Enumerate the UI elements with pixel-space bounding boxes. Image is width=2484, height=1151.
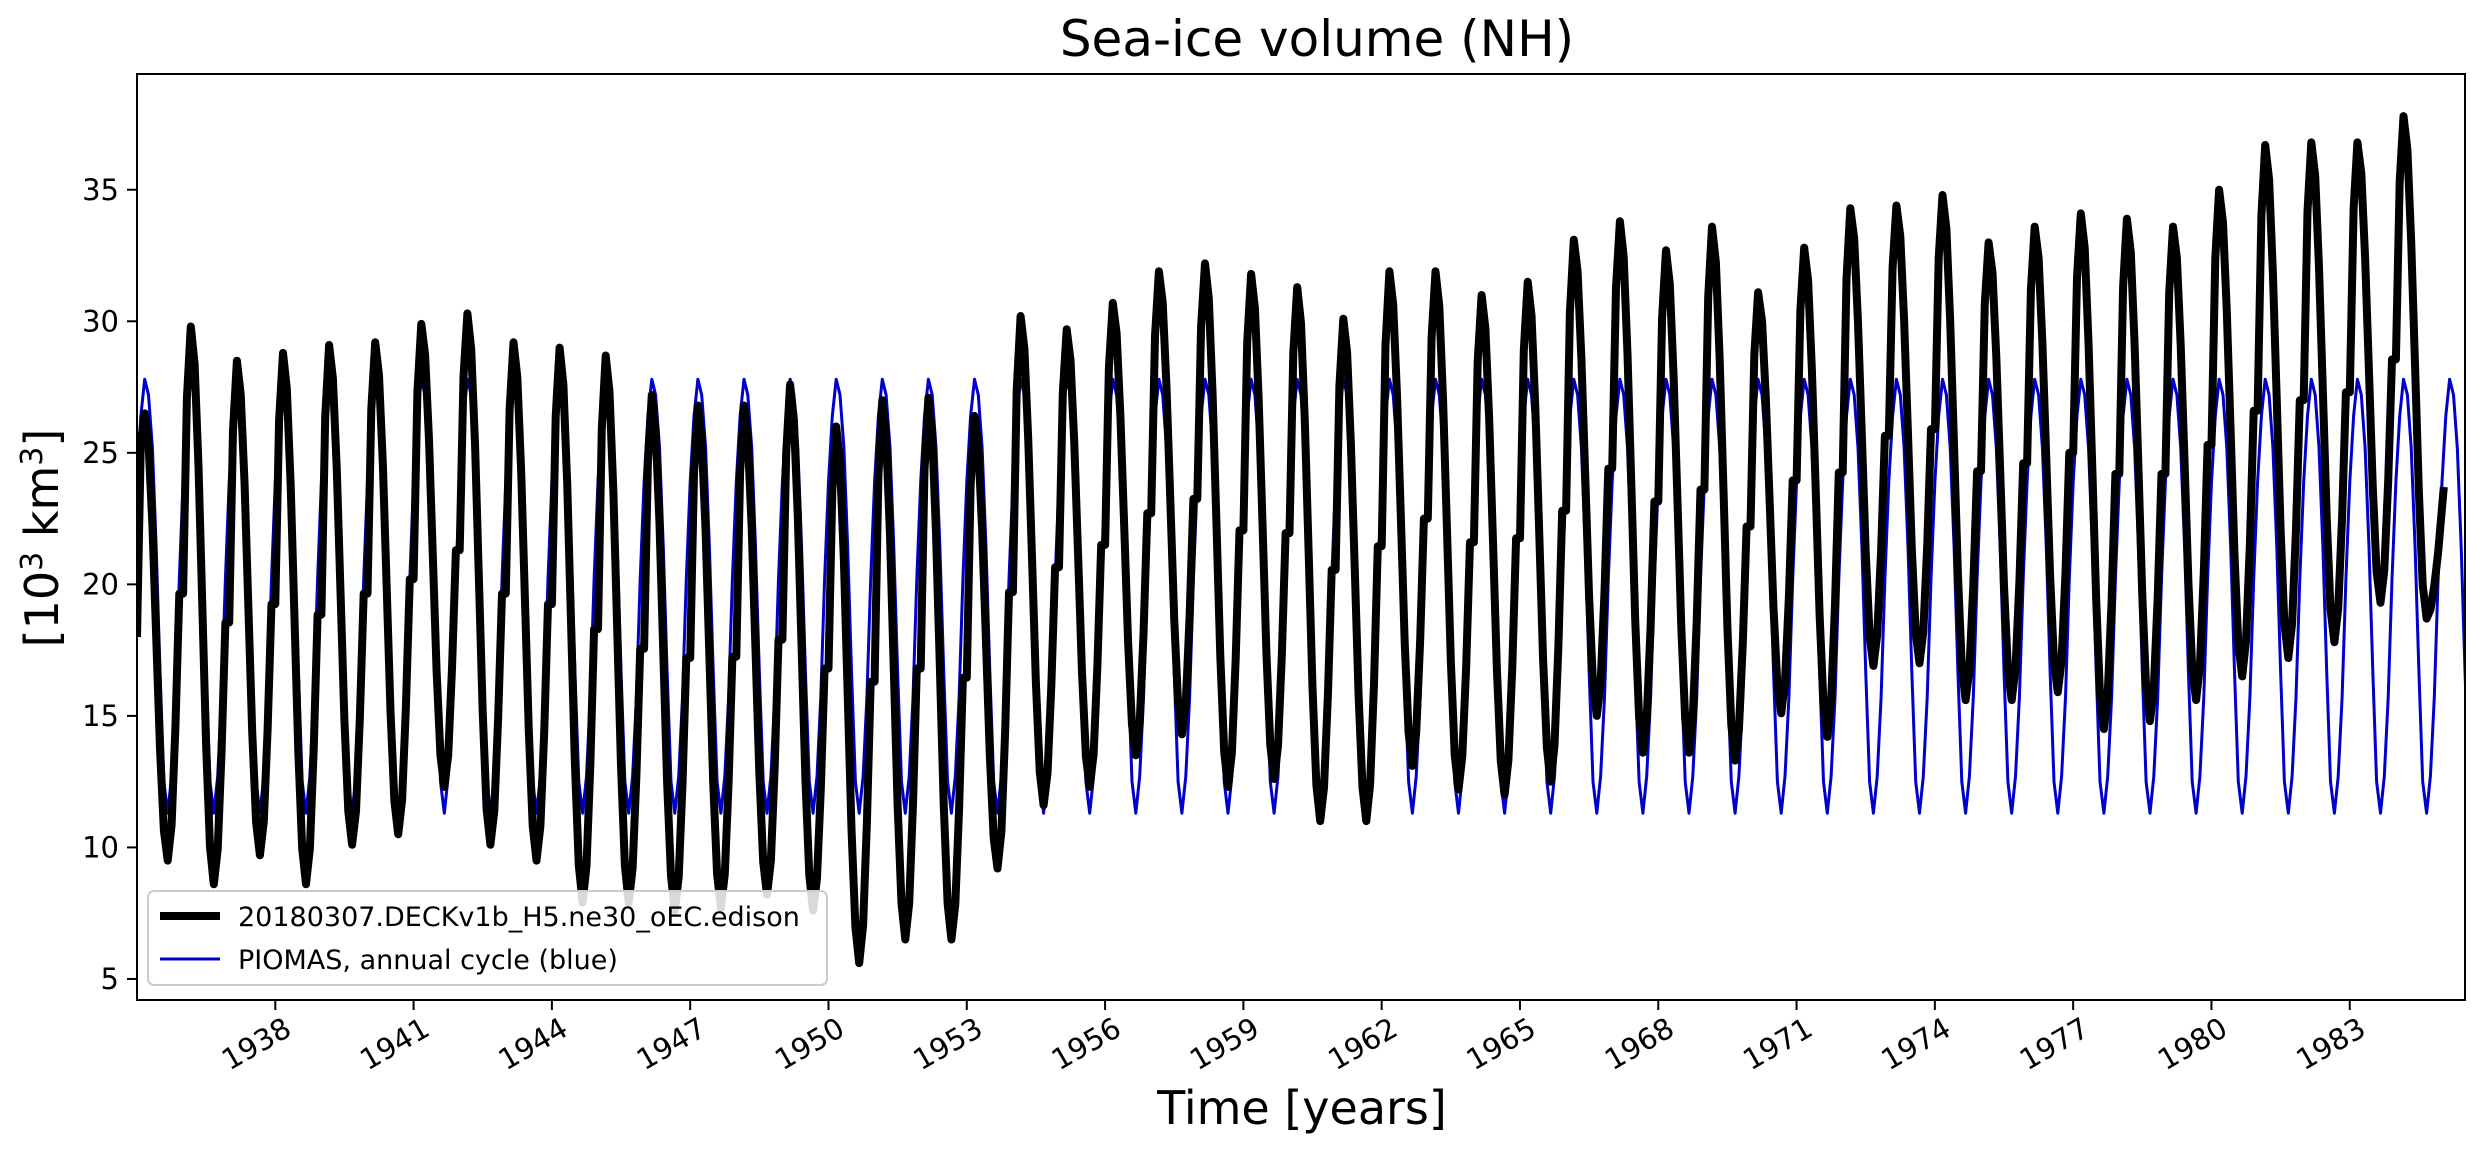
legend: 20180307.DECKv1b_H5.ne30_oEC.edison PIOM…: [147, 890, 828, 986]
y-tick-label: 35: [82, 173, 119, 207]
legend-label-piomas: PIOMAS, annual cycle (blue): [238, 945, 618, 976]
y-tick-label: 10: [82, 830, 119, 864]
plot-frame: [136, 73, 2466, 1001]
legend-label-model: 20180307.DECKv1b_H5.ne30_oEC.edison: [238, 902, 800, 933]
y-tick-label: 25: [82, 436, 119, 470]
x-tick-label: 1941: [354, 1011, 435, 1077]
x-tick-label: 1956: [1046, 1011, 1127, 1077]
y-axis: 5 10 15 20 25 30 35: [82, 173, 137, 996]
x-tick-label: 1971: [1737, 1011, 1818, 1077]
y-axis-label: [103 km3]: [15, 429, 69, 648]
x-tick-label: 1953: [907, 1011, 988, 1077]
plot-area: [136, 73, 2466, 1001]
x-tick-label: 1959: [1184, 1011, 1265, 1077]
x-tick-label: 1944: [492, 1011, 573, 1077]
y-tick-label: 20: [82, 567, 119, 601]
series-model-line: [137, 112, 2448, 968]
legend-box: [147, 890, 828, 986]
chart-title: Sea-ice volume (NH): [1060, 10, 1574, 68]
y-tick-label: 5: [101, 962, 119, 996]
x-tick-label: 1977: [2014, 1011, 2095, 1077]
x-tick-label: 1974: [1875, 1011, 1956, 1077]
x-axis: 1938 1941 1944 1947 1950 1953 1956 1959 1962 1965…: [216, 1000, 2371, 1077]
y-tick-label: 15: [82, 699, 119, 733]
x-tick-label: 1980: [2152, 1011, 2233, 1077]
y-tick-label: 30: [82, 304, 119, 338]
x-tick-label: 1947: [631, 1011, 712, 1077]
x-tick-label: 1962: [1322, 1011, 1403, 1077]
x-tick-label: 1983: [2290, 1011, 2371, 1077]
x-axis-label: Time [years]: [1156, 1081, 1447, 1135]
x-tick-label: 1968: [1599, 1011, 1680, 1077]
x-tick-label: 1965: [1461, 1011, 1542, 1077]
x-tick-label: 1938: [216, 1011, 297, 1077]
x-tick-label: 1950: [769, 1011, 850, 1077]
